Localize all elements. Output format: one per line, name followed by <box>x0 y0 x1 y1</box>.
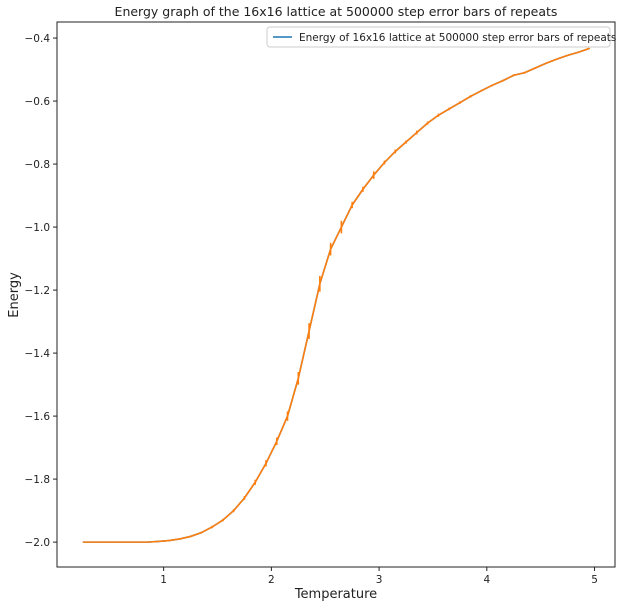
x-tick-label: 2 <box>268 574 275 586</box>
y-tick-label: −1.6 <box>25 411 51 423</box>
legend: Energy of 16x16 lattice at 500000 step e… <box>266 26 616 48</box>
x-tick-label: 4 <box>483 574 490 586</box>
y-tick-label: −1.2 <box>25 285 51 297</box>
y-tick-label: −1.8 <box>25 474 51 486</box>
x-axis-label: Temperature <box>294 587 377 602</box>
y-tick-label: −0.4 <box>25 33 51 45</box>
x-tick-label: 5 <box>591 574 598 586</box>
y-tick-label: −2.0 <box>25 537 51 549</box>
y-tick-label: −0.8 <box>25 159 51 171</box>
legend-box <box>266 26 611 48</box>
y-tick-label: −0.6 <box>25 96 51 108</box>
chart-title: Energy graph of the 16x16 lattice at 500… <box>115 4 558 19</box>
legend-label: Energy of 16x16 lattice at 500000 step e… <box>299 32 616 44</box>
y-tick-label: −1.0 <box>25 222 51 234</box>
x-tick-label: 3 <box>376 574 383 586</box>
plot-frame <box>56 21 616 568</box>
y-axis-label: Energy <box>7 272 22 318</box>
errorbar-line <box>82 47 590 543</box>
y-tick-label: −1.4 <box>25 348 51 360</box>
x-tick-label: 1 <box>160 574 167 586</box>
series-line <box>82 47 590 543</box>
